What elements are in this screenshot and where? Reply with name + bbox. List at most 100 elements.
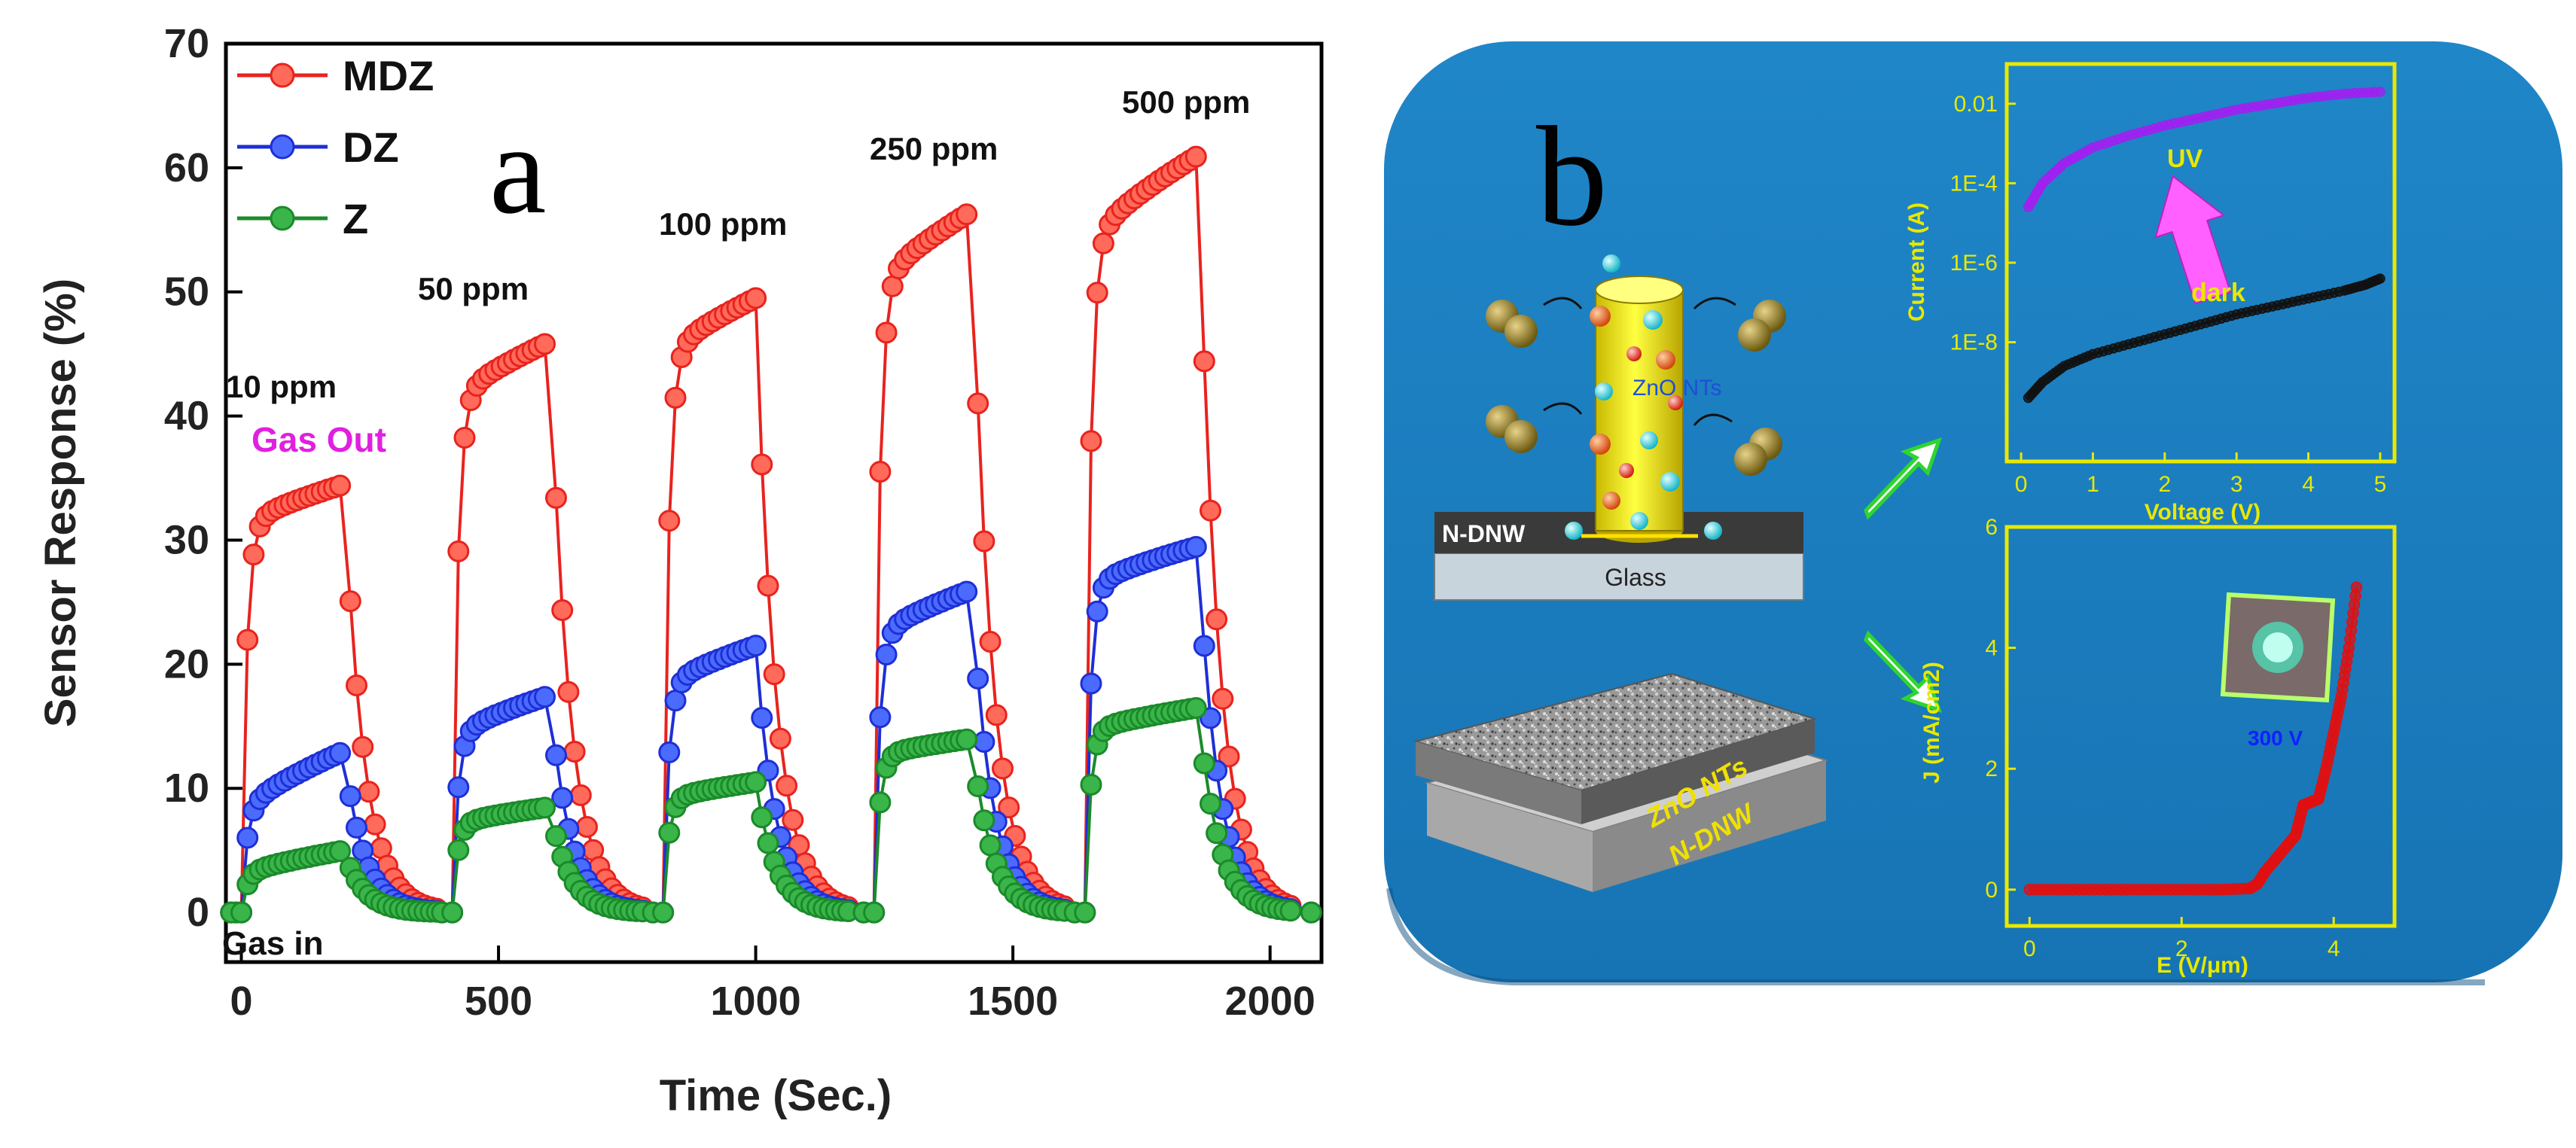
je-x-axis-label: E (V/μm) bbox=[2157, 953, 2248, 978]
series-j-e bbox=[2023, 581, 2363, 896]
x-tick-label: 2 bbox=[2158, 472, 2171, 497]
data-point bbox=[869, 791, 892, 814]
molecule-gold bbox=[1504, 420, 1538, 453]
slab-bottom-side bbox=[1593, 760, 1826, 892]
data-point bbox=[329, 741, 352, 764]
data-point bbox=[230, 901, 252, 924]
legend-entry-dz: DZ bbox=[343, 123, 399, 171]
x-tick-label: 4 bbox=[2328, 936, 2340, 961]
data-point bbox=[441, 901, 464, 924]
data-point bbox=[875, 321, 898, 344]
molecule-cyan bbox=[1565, 522, 1583, 540]
concentration-label-50ppm: 50 ppm bbox=[418, 271, 529, 306]
arrow-to-je bbox=[1864, 630, 1943, 713]
x-tick-label: 3 bbox=[2230, 472, 2243, 497]
molecule-orange bbox=[1590, 306, 1611, 327]
iv-y-axis-label: Current (A) bbox=[1904, 202, 1929, 321]
x-tick-label: 500 bbox=[465, 979, 532, 1024]
y-tick-label: 6 bbox=[1985, 515, 1998, 540]
emission-image bbox=[2220, 592, 2336, 703]
data-point bbox=[1212, 687, 1234, 710]
data-point bbox=[1092, 232, 1114, 254]
data-point bbox=[1086, 282, 1108, 304]
data-point bbox=[242, 544, 265, 566]
data-point bbox=[745, 287, 767, 309]
data-point bbox=[967, 667, 989, 690]
data-point bbox=[1184, 536, 1207, 558]
data-point bbox=[1206, 822, 1228, 845]
annotation-gas-out: Gas Out bbox=[252, 420, 386, 459]
y-tick-label: 30 bbox=[164, 517, 209, 562]
molecule-cyan bbox=[1643, 310, 1663, 330]
x-tick-label: 0 bbox=[230, 979, 252, 1024]
data-point bbox=[339, 785, 361, 808]
data-point bbox=[563, 741, 586, 763]
data-point bbox=[557, 681, 580, 703]
iv-plot: 0 1 2 3 4 5 1E-8 1E-6 1E-4 0.01 bbox=[1950, 87, 2387, 497]
data-point bbox=[863, 901, 886, 924]
molecule-red bbox=[1619, 463, 1634, 478]
series-group bbox=[220, 145, 1322, 924]
panel-label-b: b bbox=[1536, 98, 1608, 256]
slab-top-side bbox=[1581, 719, 1815, 824]
je-y-axis-label: J (mA/cm2) bbox=[1919, 662, 1944, 784]
arrow-to-iv bbox=[1864, 437, 1943, 520]
concentration-label-10ppm: 10 ppm bbox=[226, 369, 337, 404]
y-tick-label: 70 bbox=[164, 21, 209, 66]
molecule-orange bbox=[1602, 492, 1620, 510]
data-point bbox=[664, 690, 687, 712]
curved-arrow bbox=[1543, 402, 1583, 415]
data-point bbox=[869, 461, 892, 483]
y-tick-label: 1E-4 bbox=[1950, 171, 1998, 196]
curved-arrow bbox=[1543, 297, 1583, 309]
legend-marker bbox=[270, 134, 295, 160]
uv-label: UV bbox=[2167, 145, 2203, 173]
y-tick-label: 40 bbox=[164, 394, 209, 439]
molecule-orange bbox=[1590, 434, 1611, 455]
data-point bbox=[745, 771, 767, 793]
data-point bbox=[658, 510, 681, 532]
legend-entry-z: Z bbox=[343, 195, 368, 242]
slab-bottom-front bbox=[1427, 783, 1593, 892]
data-point bbox=[534, 333, 556, 355]
series-z bbox=[220, 697, 1322, 924]
data-point bbox=[956, 728, 978, 751]
legend-entry-mdz: MDZ bbox=[343, 52, 434, 99]
y-tick-label: 20 bbox=[164, 641, 209, 687]
ndnw-layer-label: N-DNW bbox=[1442, 520, 1526, 547]
data-point bbox=[652, 901, 675, 924]
curved-arrow bbox=[1693, 413, 1733, 426]
glass-substrate bbox=[1434, 553, 1804, 601]
data-point bbox=[447, 540, 470, 562]
legend-marker bbox=[270, 62, 295, 88]
x-tick-label: 0 bbox=[2015, 472, 2028, 497]
x-tick-label: 1500 bbox=[968, 979, 1058, 1024]
slab-top-front bbox=[1416, 741, 1581, 824]
data-point bbox=[751, 707, 773, 729]
data-point bbox=[1218, 745, 1240, 768]
panel-label-a: a bbox=[489, 99, 546, 240]
data-point bbox=[2375, 87, 2385, 97]
data-point bbox=[1200, 499, 1221, 522]
molecule-orange bbox=[1656, 350, 1675, 370]
data-point bbox=[329, 840, 352, 863]
data-point bbox=[992, 757, 1014, 780]
data-point bbox=[782, 808, 804, 831]
data-point bbox=[658, 821, 681, 844]
data-point bbox=[329, 474, 352, 497]
data-point bbox=[979, 834, 1001, 857]
data-point bbox=[1184, 697, 1207, 719]
data-point bbox=[1080, 773, 1102, 796]
molecule-cyan bbox=[1660, 472, 1680, 492]
data-point bbox=[346, 816, 367, 839]
annotation-gas-in: Gas in bbox=[222, 925, 324, 962]
data-point bbox=[352, 735, 374, 758]
panel-a: 0 500 1000 1500 2000 0 10 20 30 40 50 60 70 MDZ DZ Z a… bbox=[36, 21, 1324, 1120]
data-point bbox=[658, 741, 681, 763]
data-point bbox=[745, 635, 767, 657]
data-point bbox=[967, 775, 989, 797]
data-point bbox=[358, 781, 380, 803]
data-point bbox=[545, 744, 567, 766]
x-tick-label: 5 bbox=[2374, 472, 2387, 497]
